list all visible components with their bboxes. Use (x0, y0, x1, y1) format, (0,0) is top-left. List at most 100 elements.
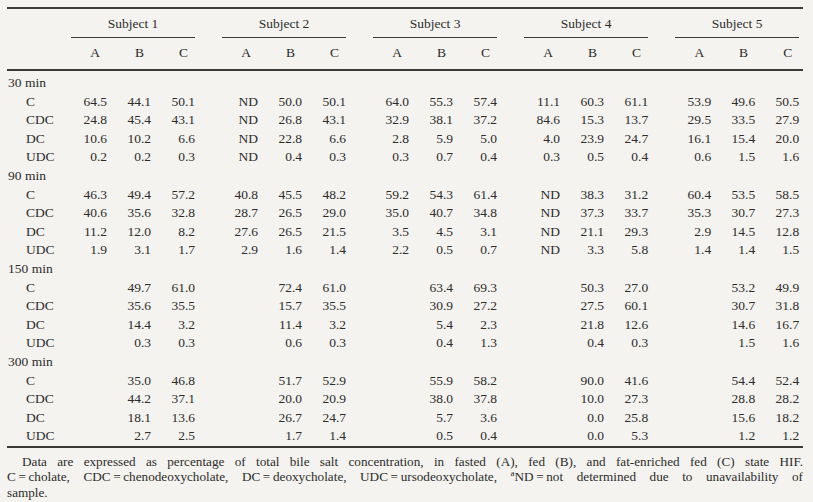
value-cell: 11.4 (262, 316, 306, 335)
col-header: B (715, 38, 759, 70)
value-cell: 1.9 (67, 241, 111, 260)
column-spacer (199, 297, 218, 316)
value-cell: 57.2 (155, 186, 199, 205)
value-cell: 58.5 (759, 186, 803, 205)
column-spacer (652, 8, 671, 38)
analyte-label: UDC (7, 334, 67, 353)
column-spacer (350, 8, 369, 38)
value-cell (671, 297, 715, 316)
value-cell: 35.5 (155, 297, 199, 316)
col-header: A (67, 38, 111, 70)
subject-header-label: Subject 1 (71, 15, 195, 38)
table-row: UDC1.93.11.72.91.61.42.20.50.7ND3.35.81.… (7, 241, 803, 260)
value-cell: 57.4 (457, 93, 501, 112)
column-spacer (501, 204, 520, 223)
value-cell: ND (520, 186, 564, 205)
column-spacer (199, 38, 218, 70)
table-row: UDC2.72.51.71.40.50.40.05.31.21.2 (7, 427, 803, 447)
analyte-label: CDC (7, 297, 67, 316)
value-cell: 58.2 (457, 372, 501, 391)
value-cell (218, 390, 262, 409)
value-cell (671, 427, 715, 447)
column-spacer (350, 223, 369, 242)
table-row: UDC0.30.30.60.30.41.30.40.31.51.6 (7, 334, 803, 353)
table-row: DC14.43.211.43.25.42.321.812.614.616.7 (7, 316, 803, 335)
analyte-label: DC (7, 316, 67, 335)
column-spacer (501, 93, 520, 112)
value-cell: 53.5 (715, 186, 759, 205)
column-spacer (501, 297, 520, 316)
value-cell: 35.6 (111, 297, 155, 316)
table-row: DC10.610.26.6ND22.86.62.85.95.04.023.924… (7, 130, 803, 149)
value-cell: 49.7 (111, 279, 155, 298)
value-cell: 3.1 (111, 241, 155, 260)
value-cell: 45.4 (111, 111, 155, 130)
value-cell: 54.4 (715, 372, 759, 391)
value-cell: 52.4 (759, 372, 803, 391)
value-cell: 27.2 (457, 297, 501, 316)
value-cell: 48.2 (306, 186, 350, 205)
value-cell (520, 279, 564, 298)
value-cell: 44.1 (111, 93, 155, 112)
value-cell: 1.4 (715, 241, 759, 260)
value-cell: 26.5 (262, 223, 306, 242)
value-cell: 35.0 (111, 372, 155, 391)
value-cell: 0.7 (413, 148, 457, 167)
value-cell: 4.0 (520, 130, 564, 149)
value-cell: ND (218, 130, 262, 149)
column-spacer (501, 316, 520, 335)
value-cell: 50.0 (262, 93, 306, 112)
value-cell: 22.8 (262, 130, 306, 149)
subject-header-label: Subject 4 (524, 15, 648, 38)
value-cell: 53.9 (671, 93, 715, 112)
value-cell: 0.4 (564, 334, 608, 353)
value-cell: 0.0 (564, 409, 608, 428)
column-spacer (350, 316, 369, 335)
column-spacer (350, 297, 369, 316)
column-spacer (350, 38, 369, 70)
column-spacer (350, 372, 369, 391)
value-cell: 0.3 (111, 334, 155, 353)
time-group-label: 300 min (7, 353, 803, 372)
value-cell: ND (520, 223, 564, 242)
value-cell: 63.4 (413, 279, 457, 298)
value-cell (218, 316, 262, 335)
value-cell: 5.7 (413, 409, 457, 428)
value-cell: 51.7 (262, 372, 306, 391)
value-cell: 31.8 (759, 297, 803, 316)
value-cell: 31.2 (608, 186, 652, 205)
value-cell: 1.6 (759, 334, 803, 353)
column-spacer (501, 279, 520, 298)
value-cell: 35.5 (306, 297, 350, 316)
value-cell (369, 297, 413, 316)
column-spacer (350, 148, 369, 167)
value-cell: 3.3 (564, 241, 608, 260)
value-cell: 61.1 (608, 93, 652, 112)
value-cell: 1.7 (262, 427, 306, 447)
value-cell (369, 279, 413, 298)
column-spacer (652, 93, 671, 112)
row-label-header (7, 38, 67, 70)
analyte-label: CDC (7, 390, 67, 409)
value-cell: 1.5 (715, 334, 759, 353)
column-spacer (199, 223, 218, 242)
value-cell: 50.1 (155, 93, 199, 112)
value-cell (520, 427, 564, 447)
analyte-label: DC (7, 130, 67, 149)
value-cell: 27.0 (608, 279, 652, 298)
value-cell: 5.4 (413, 316, 457, 335)
column-spacer (652, 241, 671, 260)
time-group-row: 90 min (7, 167, 803, 186)
analyte-label: C (7, 372, 67, 391)
footnote-line-1: Data are expressed as percentage of tota… (7, 454, 803, 470)
col-header: B (564, 38, 608, 70)
value-cell: 37.1 (155, 390, 199, 409)
column-spacer (652, 316, 671, 335)
value-cell: 27.3 (608, 390, 652, 409)
value-cell (67, 316, 111, 335)
column-spacer (199, 111, 218, 130)
col-header: A (671, 38, 715, 70)
value-cell: 13.6 (155, 409, 199, 428)
column-spacer (501, 390, 520, 409)
value-cell: 38.0 (413, 390, 457, 409)
